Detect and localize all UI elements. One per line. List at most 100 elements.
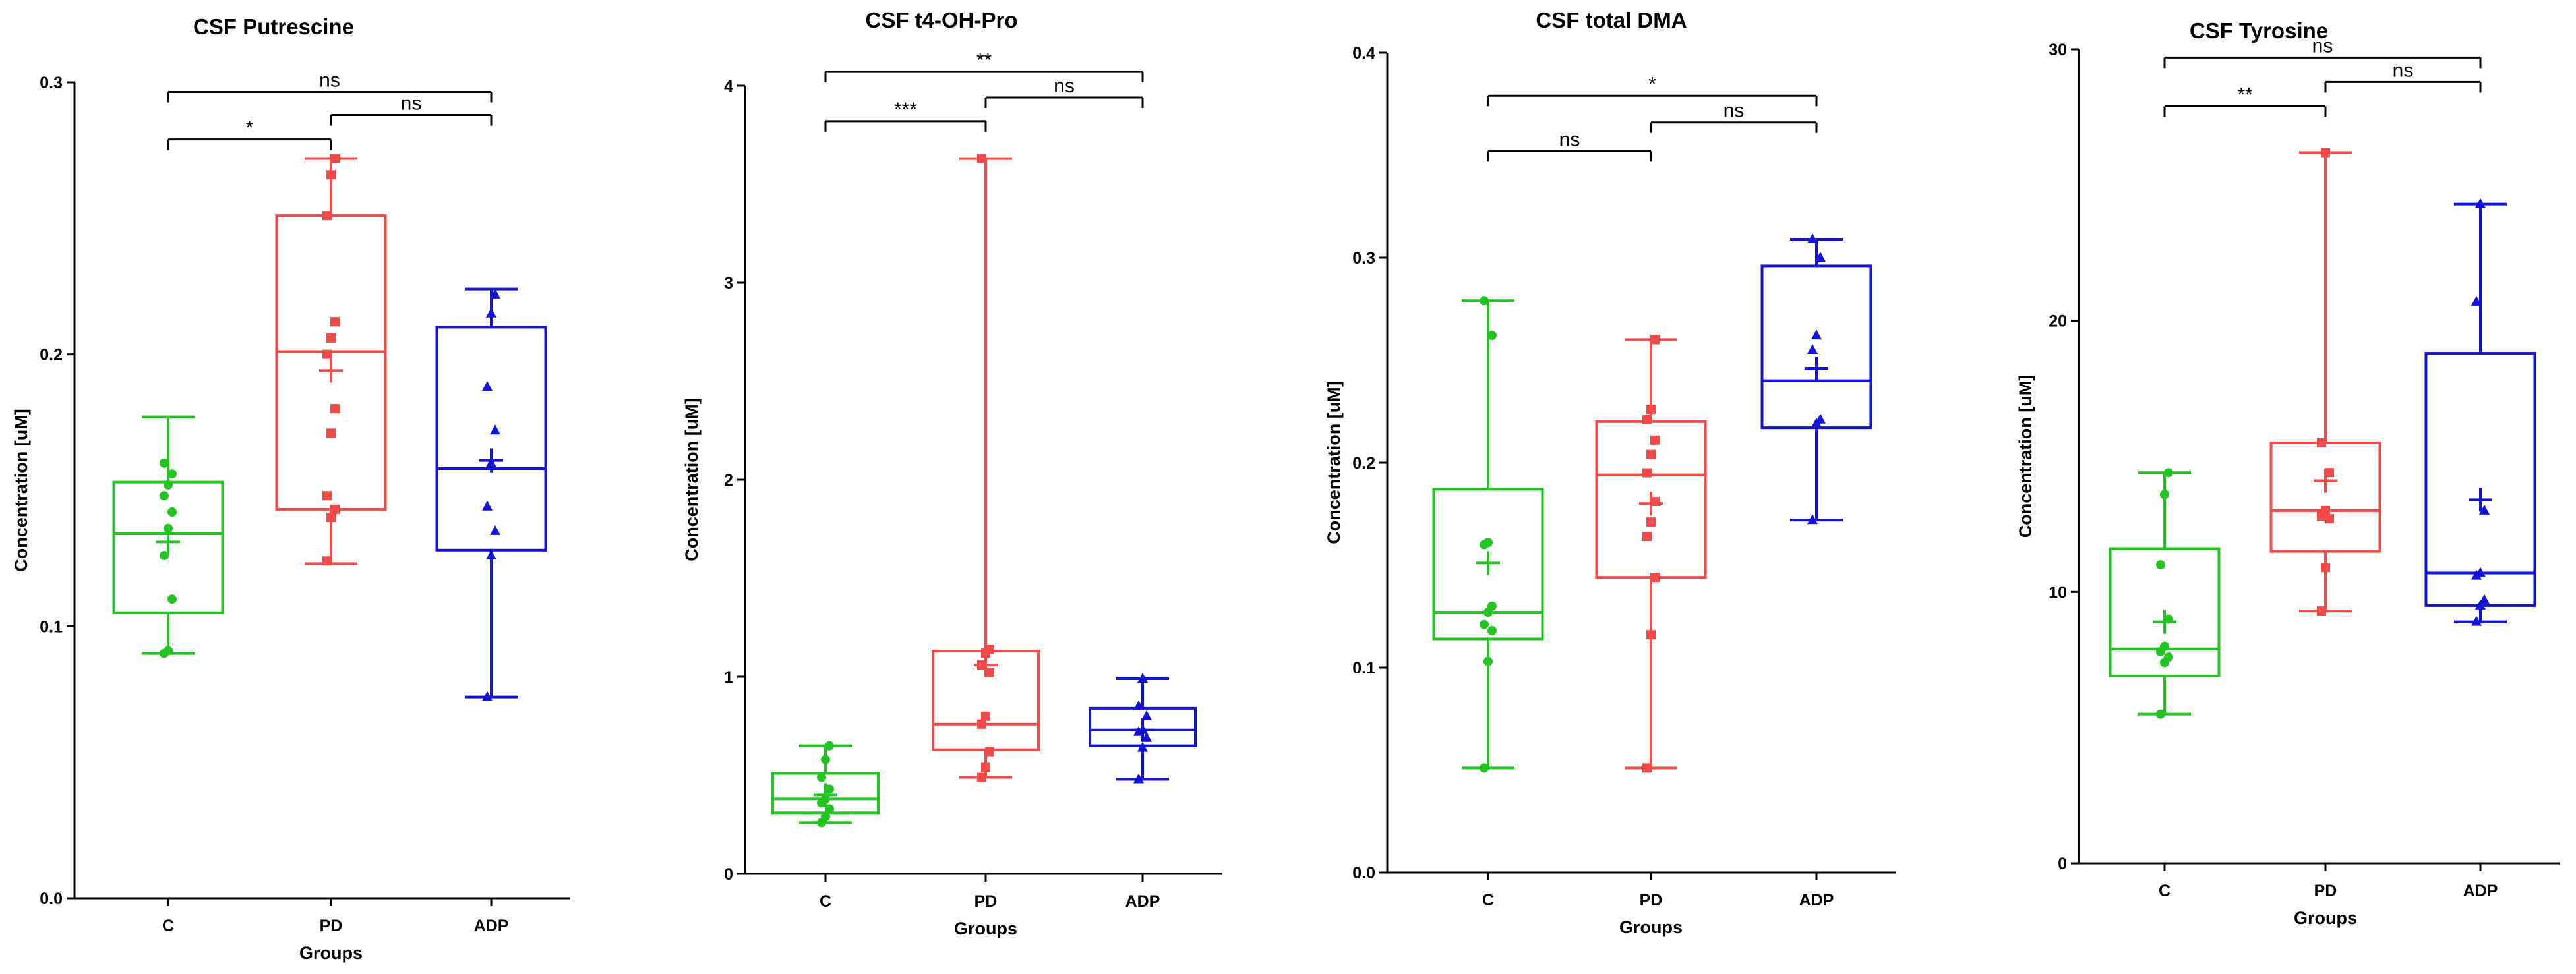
significance-label: *** [894,99,917,121]
box-PD [2269,148,2381,616]
data-point [322,349,332,359]
y-tick-label: 0.4 [1352,44,1375,63]
x-axis-label: Groups [299,943,363,963]
data-point [1646,630,1656,640]
data-point [1650,573,1660,583]
data-point [1650,435,1660,445]
data-point [2475,599,2486,610]
data-point [1642,531,1652,541]
x-tick-label: C [1482,891,1494,909]
y-tick-label: 0 [2058,855,2067,873]
data-point [977,660,986,670]
data-point [821,755,830,764]
y-tick-label: 1 [724,668,733,687]
data-point [2317,606,2326,616]
y-tick-label: 0.1 [1352,659,1375,677]
box-iqr [1760,264,1872,430]
data-point [1815,252,1826,262]
x-tick-label: ADP [2463,882,2498,900]
data-point [2321,505,2330,515]
x-tick-label: PD [320,917,343,935]
x-axis-label: Groups [2294,908,2357,928]
data-point [490,288,500,299]
data-point [2160,641,2169,651]
box-iqr [1432,488,1544,641]
y-axis-label: Concentration [uM] [2016,375,2035,538]
y-axis-label: Concentration [uM] [11,409,31,571]
y-tick-label: 20 [2049,312,2067,331]
data-point [167,594,177,604]
data-point [1483,538,1493,548]
data-point [1642,763,1652,773]
data-point [1141,731,1152,742]
x-tick-label: C [162,917,174,935]
data-point [1137,672,1148,683]
data-point [981,762,990,772]
significance-label: ** [976,49,992,71]
chart-title: CSF Putrescine [193,14,354,39]
data-point [1807,233,1818,244]
data-point [160,491,169,501]
data-point [985,645,994,654]
data-point [1487,626,1497,636]
significance-bracket: ns [984,75,1144,108]
data-point [482,500,493,511]
data-point [1487,601,1497,611]
data-point [490,525,500,535]
box-C [1432,296,1544,773]
x-tick-label: C [820,892,831,911]
data-point [2479,504,2490,515]
data-point [486,457,496,467]
box-C [112,415,224,658]
data-point [2160,490,2169,500]
data-point [486,550,496,560]
data-point [2321,563,2330,573]
significance-bracket: * [167,117,332,150]
significance-bracket: ns [2163,35,2482,69]
data-point [985,668,994,678]
data-point [2317,438,2326,447]
y-tick-label: 3 [724,274,733,293]
box-iqr [2109,547,2221,677]
data-point [1815,413,1826,424]
data-point [326,428,336,438]
data-point [326,513,336,523]
significance-bracket: ns [167,69,493,103]
data-point [330,404,340,414]
x-axis-label: Groups [1619,917,1683,937]
x-tick-label: ADP [1125,892,1160,911]
significance-label: ns [1054,75,1075,97]
data-point [1807,514,1818,525]
significance-bracket: ns [1487,129,1652,162]
significance-label: * [246,117,254,139]
data-point [490,424,500,435]
significance-label: ns [319,69,340,91]
data-point [1141,710,1152,720]
box-iqr [435,326,547,552]
panel-1: CSF Putrescine 0.0 0.1 0.2 0.3 Concentration … [11,14,570,963]
x-tick-label: PD [974,892,998,911]
data-point [825,804,834,814]
data-point [2475,198,2486,208]
x-axis-label: Groups [954,919,1017,938]
significance-label: ns [1723,100,1745,122]
data-point [821,794,830,804]
box-ADP [1760,233,1872,525]
data-point [322,211,332,221]
data-point [1646,405,1656,415]
data-point [1642,468,1652,478]
data-point [1807,343,1818,354]
data-point [2325,468,2334,478]
data-point [825,741,834,751]
data-point [1137,741,1148,752]
y-tick-label: 10 [2049,583,2067,602]
data-point [482,381,493,391]
data-point [817,772,826,782]
data-point [2164,468,2173,478]
significance-bracket: *** [824,99,987,132]
data-point [322,556,332,566]
significance-label: ** [2237,84,2253,105]
data-point [1137,724,1148,734]
x-tick-label: C [2159,882,2171,900]
